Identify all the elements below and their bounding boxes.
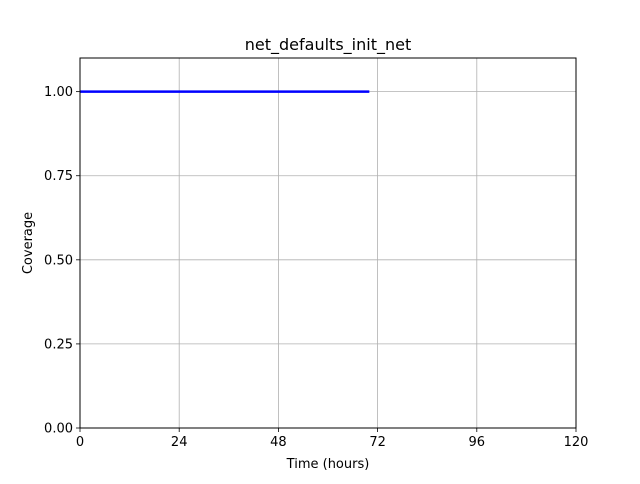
y-tick-label: 0.25 <box>44 337 73 352</box>
x-tick-label: 0 <box>76 435 84 450</box>
x-tick-label: 96 <box>469 435 486 450</box>
x-tick-label: 48 <box>270 435 287 450</box>
y-axis-label: Coverage <box>21 212 36 274</box>
y-tick-label: 0.00 <box>44 422 73 437</box>
y-tick-label: 0.50 <box>44 253 73 268</box>
x-tick-label: 72 <box>369 435 386 450</box>
x-axis-label: Time (hours) <box>286 457 370 472</box>
chart-title: net_defaults_init_net <box>245 35 411 55</box>
x-tick-label: 120 <box>564 435 589 450</box>
plot-area-frame <box>79 57 577 429</box>
x-tick-label: 24 <box>171 435 188 450</box>
y-axis-ticks: 0.00 0.25 0.50 0.75 1.00 <box>44 85 80 437</box>
x-axis-ticks: 0 24 48 72 96 120 <box>76 428 589 450</box>
y-tick-label: 1.00 <box>44 85 73 100</box>
y-tick-label: 0.75 <box>44 169 73 184</box>
